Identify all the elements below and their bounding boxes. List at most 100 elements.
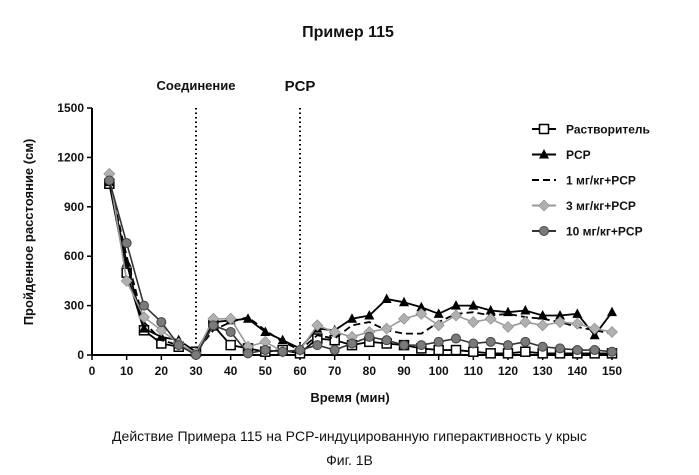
figure-number: Фиг. 1B [326, 452, 373, 468]
data-point [467, 316, 480, 328]
legend-label: Растворитель [566, 123, 650, 137]
data-point [503, 340, 513, 351]
series-line [108, 181, 613, 353]
data-point [155, 324, 168, 337]
data-point [502, 348, 514, 359]
data-point [347, 313, 357, 323]
data-point [225, 326, 236, 337]
series-5 [104, 175, 617, 360]
data-point [520, 346, 531, 357]
chart-title: Пример 115 [302, 24, 394, 41]
data-point [191, 350, 201, 360]
data-point [607, 306, 617, 317]
data-point [173, 340, 184, 351]
data-point [139, 323, 149, 333]
data-point [225, 339, 236, 351]
data-point [572, 308, 583, 318]
data-point [347, 338, 357, 349]
data-point [485, 305, 496, 315]
data-point [104, 175, 115, 186]
series-2 [104, 176, 617, 356]
legend-label: 10 мг/кг+PCP [566, 225, 643, 239]
data-point [156, 317, 167, 328]
data-point [329, 345, 340, 356]
data-point [364, 309, 375, 320]
data-point [538, 199, 550, 212]
x-tick-label: 80 [363, 364, 377, 378]
data-point [451, 300, 461, 310]
data-point [208, 320, 219, 331]
data-point [485, 348, 496, 359]
data-point [468, 338, 479, 349]
x-tick-label: 70 [328, 364, 342, 378]
data-point [539, 149, 549, 159]
data-point [572, 345, 583, 356]
series-line [108, 181, 613, 353]
data-point [536, 319, 549, 332]
data-point [433, 336, 444, 347]
series-line [108, 173, 613, 355]
x-tick-label: 130 [533, 364, 553, 378]
data-point [606, 326, 618, 338]
data-point [502, 321, 514, 333]
chart-annotations: Соединение PCP [157, 78, 315, 355]
data-point [589, 345, 600, 356]
data-point [450, 309, 462, 322]
x-tick-label: 30 [189, 364, 203, 378]
legend-label: 3 мг/кг+PCP [566, 199, 636, 213]
data-point [311, 319, 324, 332]
chart-legend: Растворитель PCP 1 мг/кг+PCP 3 мг/кг+PCP 10 … [532, 123, 650, 239]
data-point [277, 334, 288, 345]
data-point [571, 317, 584, 330]
data-point [588, 322, 601, 335]
data-point [433, 308, 444, 318]
series-line [108, 180, 613, 357]
data-point [432, 319, 445, 332]
legend-item: 1 мг/кг+PCP [532, 174, 636, 188]
data-point [555, 309, 565, 320]
x-tick-label: 100 [429, 364, 449, 378]
data-point [295, 345, 305, 356]
data-point [485, 336, 496, 347]
data-point [224, 312, 237, 325]
x-tick-label: 50 [259, 364, 273, 378]
data-point [364, 331, 375, 342]
y-tick-label: 300 [64, 299, 84, 313]
legend-label: 1 мг/кг+PCP [566, 174, 636, 188]
data-point [468, 346, 479, 357]
chart-series [103, 167, 618, 360]
data-point [328, 326, 341, 338]
legend-item: Растворитель [532, 123, 650, 137]
data-point [398, 312, 410, 325]
data-point [243, 348, 253, 359]
data-point [121, 238, 132, 249]
x-tick-label: 60 [293, 364, 307, 378]
data-point [450, 344, 462, 356]
y-axis-label: Пройденное расстояние (см) [21, 139, 36, 326]
legend-label: PCP [566, 148, 591, 162]
data-point [415, 307, 428, 320]
data-point [380, 322, 393, 335]
marker-label: Соединение [157, 78, 236, 93]
data-point [381, 335, 392, 346]
y-tick-label: 0 [77, 348, 84, 362]
legend-item: 3 мг/кг+PCP [532, 199, 636, 213]
data-point [138, 311, 150, 324]
x-tick-label: 120 [498, 364, 518, 378]
series-4 [103, 167, 618, 360]
data-point [539, 226, 549, 236]
data-point [277, 346, 288, 357]
x-axis-label: Время (мин) [310, 390, 389, 405]
data-point [399, 340, 409, 351]
data-point [520, 336, 531, 347]
figure-caption: Действие Примера 115 на PCP-индуцированн… [112, 428, 587, 444]
x-tick-label: 90 [397, 364, 411, 378]
x-tick-label: 140 [567, 364, 587, 378]
data-point [484, 312, 497, 325]
y-tick-label: 600 [64, 249, 84, 263]
data-point [538, 123, 550, 135]
data-point [519, 316, 532, 328]
data-point [381, 293, 392, 304]
data-point [399, 296, 409, 307]
